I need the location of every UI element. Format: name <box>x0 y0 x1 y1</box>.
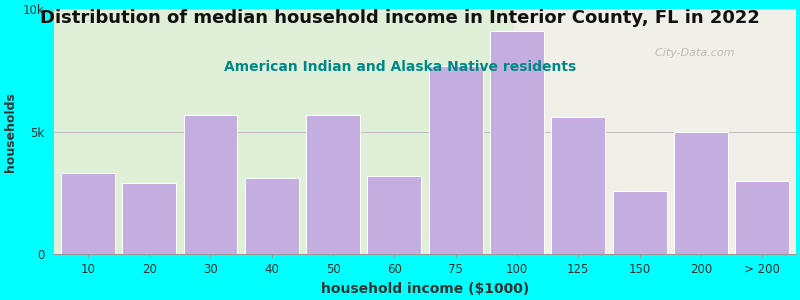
Bar <box>735 181 789 254</box>
Text: City-Data.com: City-Data.com <box>647 48 734 58</box>
Bar <box>306 115 360 254</box>
Bar <box>514 9 796 254</box>
Bar <box>674 132 728 254</box>
Bar <box>122 183 176 254</box>
Text: American Indian and Alaska Native residents: American Indian and Alaska Native reside… <box>224 60 576 74</box>
Bar <box>429 65 482 254</box>
X-axis label: household income ($1000): household income ($1000) <box>321 282 529 296</box>
Bar <box>245 178 298 254</box>
Text: Distribution of median household income in Interior County, FL in 2022: Distribution of median household income … <box>40 9 760 27</box>
Y-axis label: households: households <box>4 92 17 172</box>
Bar <box>490 31 544 254</box>
Bar <box>183 115 238 254</box>
Bar <box>551 117 606 254</box>
Bar <box>367 176 422 254</box>
Bar <box>61 173 115 254</box>
Bar <box>613 190 666 254</box>
